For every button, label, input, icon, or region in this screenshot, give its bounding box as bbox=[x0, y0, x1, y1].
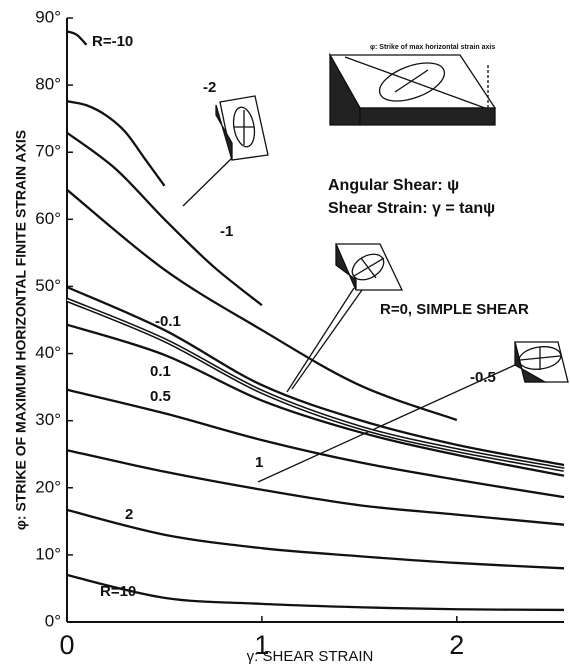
y-tick-label: 10° bbox=[35, 544, 61, 563]
curve-label: R=0, SIMPLE SHEAR bbox=[380, 301, 529, 318]
y-tick-label: 0° bbox=[45, 611, 61, 630]
curve-label: 2 bbox=[125, 506, 133, 523]
curve-label: 1 bbox=[255, 454, 263, 471]
curve bbox=[66, 100, 166, 187]
curve bbox=[66, 573, 565, 612]
curve-label: -2 bbox=[203, 79, 216, 96]
x-tick-label: 2 bbox=[449, 630, 464, 660]
annotation: Shear Strain: γ = tanψ bbox=[328, 200, 495, 217]
x-tick-label: 1 bbox=[254, 630, 269, 660]
x-tick-label: 0 bbox=[59, 630, 74, 660]
y-tick-label: 40° bbox=[35, 343, 61, 362]
curve bbox=[66, 508, 565, 570]
curve-inner bbox=[66, 299, 565, 471]
curve bbox=[66, 188, 458, 422]
inset-label: φ: Strike of max horizontal strain axis bbox=[370, 44, 495, 51]
curve bbox=[66, 30, 88, 46]
curve bbox=[66, 286, 565, 467]
y-tick-label: 20° bbox=[35, 477, 61, 496]
curve bbox=[66, 323, 565, 477]
curve-label: R=10 bbox=[100, 583, 136, 600]
y-axis-label: φ: STRIKE OF MAXIMUM HORIZONTAL FINITE S… bbox=[13, 130, 29, 530]
curve-label: 0.1 bbox=[150, 363, 171, 380]
curve bbox=[66, 449, 565, 526]
curve-label: R=-10 bbox=[92, 33, 133, 50]
y-tick-label: 70° bbox=[35, 142, 61, 161]
y-tick-label: 90° bbox=[35, 7, 61, 26]
y-tick-label: 50° bbox=[35, 276, 61, 295]
curve bbox=[66, 388, 565, 499]
annotation: Angular Shear: ψ bbox=[328, 177, 459, 194]
curve-label: -1 bbox=[220, 223, 233, 240]
y-tick-label: 60° bbox=[35, 209, 61, 228]
curve-label: 0.5 bbox=[150, 388, 171, 405]
x-axis-label: γ: SHEAR STRAIN bbox=[247, 648, 374, 665]
y-tick-label: 30° bbox=[35, 410, 61, 429]
curve-label: -0.1 bbox=[155, 313, 181, 330]
curve-label: -0.5 bbox=[470, 369, 496, 386]
y-tick-label: 80° bbox=[35, 75, 61, 94]
curve bbox=[66, 131, 263, 307]
insets bbox=[182, 40, 569, 483]
